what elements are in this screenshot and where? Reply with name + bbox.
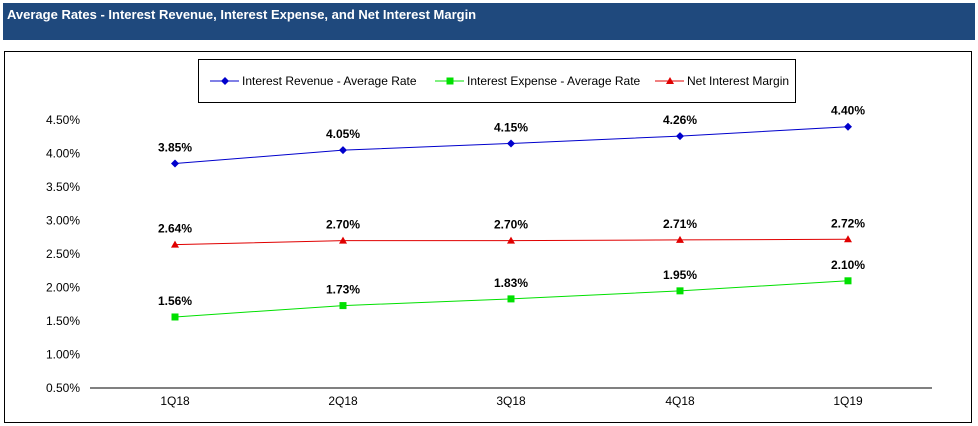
y-tick-label: 4.50%	[46, 113, 80, 127]
data-label: 2.71%	[663, 217, 697, 231]
x-tick-label: 4Q18	[665, 394, 695, 408]
data-label: 2.72%	[831, 216, 865, 230]
legend-label: Net Interest Margin	[687, 74, 789, 88]
y-tick-label: 3.50%	[46, 180, 80, 194]
data-label: 1.73%	[326, 283, 360, 297]
chart-title: Average Rates - Interest Revenue, Intere…	[7, 7, 477, 22]
data-point	[171, 240, 179, 248]
data-point	[507, 295, 515, 303]
data-label: 3.85%	[158, 141, 192, 155]
data-point	[339, 146, 347, 155]
data-point	[507, 236, 515, 244]
data-point	[339, 236, 347, 244]
chart-area	[4, 51, 972, 423]
data-label: 4.26%	[663, 113, 697, 127]
legend-label: Interest Revenue - Average Rate	[242, 74, 417, 88]
legend-marker	[446, 77, 454, 85]
data-point	[339, 302, 347, 310]
y-tick-label: 1.50%	[46, 314, 80, 328]
data-label: 4.05%	[326, 127, 360, 141]
data-point	[676, 235, 684, 243]
data-point	[844, 235, 852, 243]
legend	[198, 59, 796, 103]
y-tick-label: 3.00%	[46, 214, 80, 228]
y-tick-label: 2.00%	[46, 281, 80, 295]
data-point	[676, 287, 684, 295]
data-point	[844, 122, 852, 131]
y-tick-label: 0.50%	[46, 381, 80, 395]
data-label: 2.64%	[158, 222, 192, 236]
data-label: 2.70%	[326, 218, 360, 232]
y-tick-label: 4.00%	[46, 147, 80, 161]
data-point	[507, 139, 515, 148]
data-point	[171, 159, 179, 168]
legend-marker	[221, 77, 229, 85]
data-label: 4.15%	[494, 120, 528, 134]
x-tick-label: 1Q19	[833, 394, 863, 408]
data-label: 4.40%	[831, 104, 865, 118]
data-point	[844, 277, 852, 285]
x-tick-label: 2Q18	[328, 394, 358, 408]
data-label: 1.56%	[158, 294, 192, 308]
header-bar: Average Rates - Interest Revenue, Intere…	[3, 3, 975, 40]
x-tick-label: 1Q18	[160, 394, 190, 408]
data-point	[676, 132, 684, 141]
data-label: 2.70%	[494, 218, 528, 232]
y-tick-label: 2.50%	[46, 247, 80, 261]
legend-label: Interest Expense - Average Rate	[467, 74, 641, 88]
data-point	[171, 313, 179, 321]
y-tick-label: 1.00%	[46, 348, 80, 362]
data-label: 2.10%	[831, 258, 865, 272]
data-label: 1.95%	[663, 268, 697, 282]
data-label: 1.83%	[494, 276, 528, 290]
x-tick-label: 3Q18	[496, 394, 526, 408]
legend-marker	[666, 77, 674, 84]
